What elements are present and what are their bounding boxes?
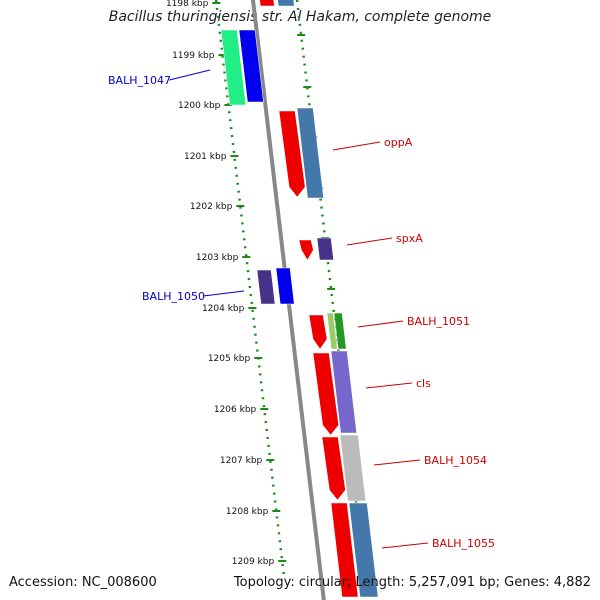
- gene-label: oppA: [384, 136, 413, 149]
- gene-label-leader: [346, 237, 393, 246]
- gene-block: [296, 107, 324, 199]
- gene-block: [277, 0, 295, 7]
- gene-label-leader: [332, 141, 381, 151]
- gene-block: [312, 352, 339, 436]
- kbp-label: 1199 kbp: [172, 51, 215, 61]
- gene-label-leader: [373, 459, 421, 466]
- gene-label: BALH_1054: [424, 454, 487, 467]
- accession-text: Accession: NC_008600: [9, 575, 157, 590]
- kbp-label: 1204 kbp: [202, 304, 245, 314]
- gene-label: BALH_1050: [142, 290, 205, 303]
- gene-block: [316, 237, 334, 261]
- gene-block: [298, 239, 314, 261]
- ruler-dotted-left: [214, 0, 286, 581]
- gene-block: [326, 312, 338, 350]
- gene-block: [330, 502, 359, 598]
- kbp-label: 1203 kbp: [196, 253, 239, 263]
- gene-block: [321, 436, 346, 501]
- ruler-dotted-right: [295, 0, 367, 581]
- gene-block: [220, 29, 247, 106]
- kbp-label: 1208 kbp: [226, 507, 269, 517]
- gene-block: [333, 312, 347, 350]
- gene-label: spxA: [396, 232, 423, 245]
- gene-block: [275, 267, 295, 305]
- gene-block: [330, 350, 357, 434]
- gene-label: cls: [416, 377, 431, 390]
- kbp-label: 1206 kbp: [214, 405, 257, 415]
- kbp-label: 1202 kbp: [190, 202, 233, 212]
- gene-block: [238, 29, 264, 103]
- gene-label: BALH_1047: [108, 74, 171, 87]
- gene-label: BALH_1051: [407, 315, 470, 328]
- gene-label-leader: [365, 382, 413, 389]
- gene-label-leader: [381, 542, 429, 549]
- gene-block: [348, 502, 379, 598]
- gene-block: [339, 434, 367, 502]
- kbp-label: 1201 kbp: [184, 152, 227, 162]
- gene-block: [256, 269, 276, 305]
- gene-label-leader: [357, 320, 404, 328]
- kbp-label: 1200 kbp: [178, 101, 221, 111]
- genome-stats-text: Topology: circular; Length: 5,257,091 bp…: [233, 575, 591, 590]
- gene-block: [259, 0, 275, 7]
- gene-label: BALH_1055: [432, 537, 495, 550]
- kbp-label: 1207 kbp: [220, 456, 263, 466]
- gene-label-leader: [169, 69, 211, 81]
- gene-label-leader: [203, 290, 245, 297]
- kbp-label: 1209 kbp: [232, 557, 275, 567]
- gene-block: [308, 314, 328, 350]
- kbp-label: 1198 kbp: [166, 0, 209, 9]
- kbp-label: 1205 kbp: [208, 354, 251, 364]
- gene-block: [278, 110, 306, 198]
